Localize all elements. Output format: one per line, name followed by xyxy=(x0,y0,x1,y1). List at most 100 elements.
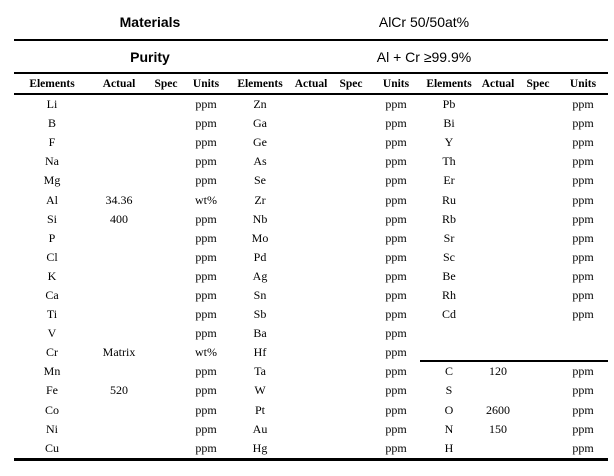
cell-elements-g3-row8: Sr xyxy=(443,230,455,245)
cell-spec-g3-row7 xyxy=(518,210,558,229)
cell-elements-g1-row4: Na xyxy=(45,154,59,169)
cell-units-g1-row10: ppm xyxy=(195,268,217,283)
cell-actual-g1-row6: 34.36 xyxy=(105,192,133,207)
cell-actual-g2-row17 xyxy=(292,401,330,420)
cell-units-g1-row14: wt% xyxy=(195,345,217,360)
cell-actual-g3-row4 xyxy=(478,152,518,171)
cell-actual-g2-row11 xyxy=(292,286,330,305)
cell-spec-g3-row10 xyxy=(518,267,558,286)
cell-elements-g3-row16: S xyxy=(445,383,453,398)
cell-actual-g2-row9 xyxy=(292,248,330,267)
cell-elements-g3-row12: Cd xyxy=(441,307,456,322)
cell-actual-g3-row16 xyxy=(478,381,518,400)
cell-elements-g2-row4: As xyxy=(253,154,267,169)
cell-spec-g1-row2 xyxy=(148,114,184,133)
cell-spec-g3-row8 xyxy=(518,229,558,248)
cell-actual-g1-row5 xyxy=(90,171,148,190)
cell-actual-g1-row18 xyxy=(90,420,148,439)
cell-spec-g1-row7 xyxy=(148,210,184,229)
cell-spec-g3-row1 xyxy=(518,95,558,114)
cell-spec-g2-row7 xyxy=(330,210,372,229)
cell-elements-g2-row1: Zn xyxy=(253,97,267,112)
cell-actual-g1-row13 xyxy=(90,324,148,343)
cell-actual-g2-row6 xyxy=(292,190,330,209)
cell-elements-g1-row19: Cu xyxy=(44,440,59,455)
cell-actual-g1-row8 xyxy=(90,229,148,248)
cell-actual-g1-row7: 400 xyxy=(110,211,128,226)
cell-units-g2-row1: ppm xyxy=(385,97,407,112)
cell-elements-g1-row9: Cl xyxy=(46,249,58,264)
cell-actual-g3-row13 xyxy=(478,324,518,343)
cell-actual-g1-row9 xyxy=(90,248,148,267)
cell-units-g3-row7: ppm xyxy=(572,211,594,226)
cell-units-g3-row2: ppm xyxy=(572,116,594,131)
cell-spec-g1-row6 xyxy=(148,190,184,209)
cell-spec-g1-row15 xyxy=(148,362,184,381)
materials-value: AlCr 50/50at% xyxy=(378,14,470,30)
cell-actual-g1-row16: 520 xyxy=(110,383,128,398)
cell-units-g3-row12: ppm xyxy=(572,307,594,322)
cell-spec-g3-row18 xyxy=(518,420,558,439)
cell-spec-g3-row4 xyxy=(518,152,558,171)
cell-elements-g1-row10: K xyxy=(47,268,57,283)
cell-actual-g2-row5 xyxy=(292,171,330,190)
cell-spec-g1-row8 xyxy=(148,229,184,248)
col-header-actual-g1: Actual xyxy=(102,77,136,90)
cell-spec-g2-row11 xyxy=(330,286,372,305)
cell-units-g1-row1: ppm xyxy=(195,97,217,112)
cell-units-g2-row12: ppm xyxy=(385,307,407,322)
cell-elements-g1-row1: Li xyxy=(46,97,58,112)
cell-units-g2-row19: ppm xyxy=(385,440,407,455)
cell-actual-g1-row3 xyxy=(90,133,148,152)
cell-elements-g1-row3: F xyxy=(48,135,56,150)
cell-units-g2-row11: ppm xyxy=(385,287,407,302)
col-header-spec-g3: Spec xyxy=(526,77,550,90)
cell-spec-g2-row1 xyxy=(330,95,372,114)
cell-spec-g1-row5 xyxy=(148,171,184,190)
col-header-units-g3: Units xyxy=(569,77,597,90)
cell-units-g2-row14: ppm xyxy=(385,345,407,360)
cell-elements-g1-row18: Ni xyxy=(46,421,58,436)
cell-spec-g2-row14 xyxy=(330,343,372,362)
cell-elements-g1-row13: V xyxy=(47,326,57,341)
cell-units-g1-row5: ppm xyxy=(195,173,217,188)
cell-spec-g3-row11 xyxy=(518,286,558,305)
cell-spec-g3-row13 xyxy=(518,324,558,343)
cell-units-g1-row15: ppm xyxy=(195,364,217,379)
cell-actual-g2-row15 xyxy=(292,362,330,381)
cell-spec-g1-row19 xyxy=(148,439,184,458)
cell-elements-g1-row5: Mg xyxy=(43,173,61,188)
cell-units-g1-row13: ppm xyxy=(195,326,217,341)
cell-actual-g1-row14: Matrix xyxy=(102,345,136,360)
cell-actual-g3-row6 xyxy=(478,190,518,209)
cell-spec-g2-row12 xyxy=(330,305,372,324)
rule-under-purity xyxy=(14,72,608,74)
cell-elements-g2-row2: Ga xyxy=(253,116,267,131)
cell-actual-g2-row10 xyxy=(292,267,330,286)
cell-elements-g2-row10: Ag xyxy=(252,268,268,283)
cell-actual-g3-row9 xyxy=(478,248,518,267)
cell-spec-g1-row17 xyxy=(148,401,184,420)
cell-actual-g1-row11 xyxy=(90,286,148,305)
cell-units-g1-row3: ppm xyxy=(195,135,217,150)
cell-elements-g2-row17: Pt xyxy=(254,402,265,417)
cell-spec-g2-row5 xyxy=(330,171,372,190)
cell-actual-g1-row10 xyxy=(90,267,148,286)
cell-spec-g1-row11 xyxy=(148,286,184,305)
cell-elements-g1-row2: B xyxy=(47,116,56,131)
cell-elements-g1-row12: Ti xyxy=(46,307,58,322)
col-header-units-g1: Units xyxy=(192,77,220,90)
cell-elements-g2-row13: Ba xyxy=(253,326,267,341)
cell-actual-g3-row11 xyxy=(478,286,518,305)
cell-spec-g2-row4 xyxy=(330,152,372,171)
cell-actual-g2-row19 xyxy=(292,439,330,458)
cell-elements-g3-row15: C xyxy=(444,364,453,379)
cell-elements-g3-row6: Ru xyxy=(441,192,456,207)
cell-elements-g2-row19: Hg xyxy=(252,440,268,455)
cell-actual-g3-row2 xyxy=(478,114,518,133)
purity-label: Purity xyxy=(130,48,170,65)
col-header-units-g2: Units xyxy=(382,77,410,90)
cell-units-g3-row14 xyxy=(558,343,608,363)
cell-units-g2-row4: ppm xyxy=(385,154,407,169)
certificate-table: Materials AlCr 50/50at% Purity Al + Cr ≥… xyxy=(14,5,608,461)
